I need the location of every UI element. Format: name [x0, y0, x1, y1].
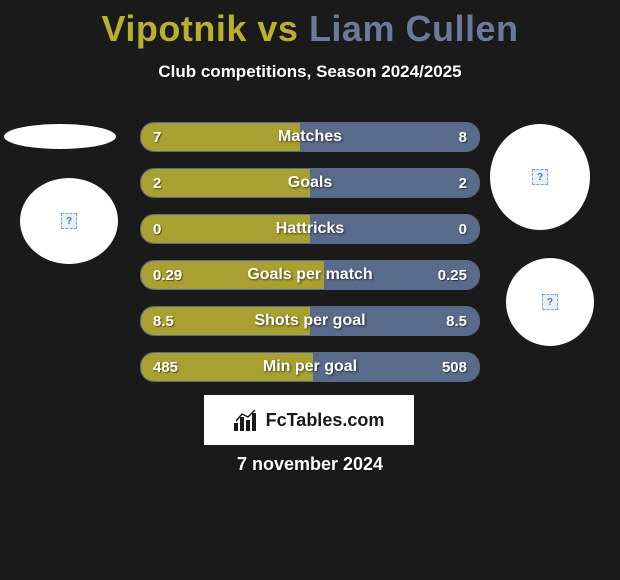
stat-label: Shots per goal — [141, 307, 479, 335]
stat-label: Hattricks — [141, 215, 479, 243]
brand-name: FcTables.com — [266, 410, 385, 431]
player-right-name: Liam Cullen — [309, 8, 519, 49]
stat-label: Goals per match — [141, 261, 479, 289]
stat-label: Min per goal — [141, 353, 479, 381]
image-placeholder-icon: ? — [61, 213, 77, 229]
brand-badge: FcTables.com — [204, 395, 414, 445]
player-left-avatar-circle: ? — [20, 178, 118, 264]
decorative-ellipse — [4, 124, 116, 149]
player-right-avatar-circle: ? — [490, 124, 590, 230]
brand-logo-icon — [234, 409, 260, 431]
stat-row: 22Goals — [140, 168, 480, 198]
image-placeholder-icon: ? — [542, 294, 558, 310]
stat-row: 8.58.5Shots per goal — [140, 306, 480, 336]
competition-subtitle: Club competitions, Season 2024/2025 — [0, 62, 620, 82]
stat-label: Matches — [141, 123, 479, 151]
stats-container: 78Matches 22Goals 00Hattricks 0.290.25Goals… — [140, 122, 480, 398]
stat-row: 00Hattricks — [140, 214, 480, 244]
comparison-title: Vipotnik vs Liam Cullen — [0, 0, 620, 50]
vs-separator: vs — [247, 8, 309, 49]
stat-row: 0.290.25Goals per match — [140, 260, 480, 290]
club-badge-circle: ? — [506, 258, 594, 346]
comparison-date: 7 november 2024 — [0, 454, 620, 475]
stat-row: 485508Min per goal — [140, 352, 480, 382]
stat-row: 78Matches — [140, 122, 480, 152]
stat-label: Goals — [141, 169, 479, 197]
player-left-name: Vipotnik — [102, 8, 247, 49]
image-placeholder-icon: ? — [532, 169, 548, 185]
